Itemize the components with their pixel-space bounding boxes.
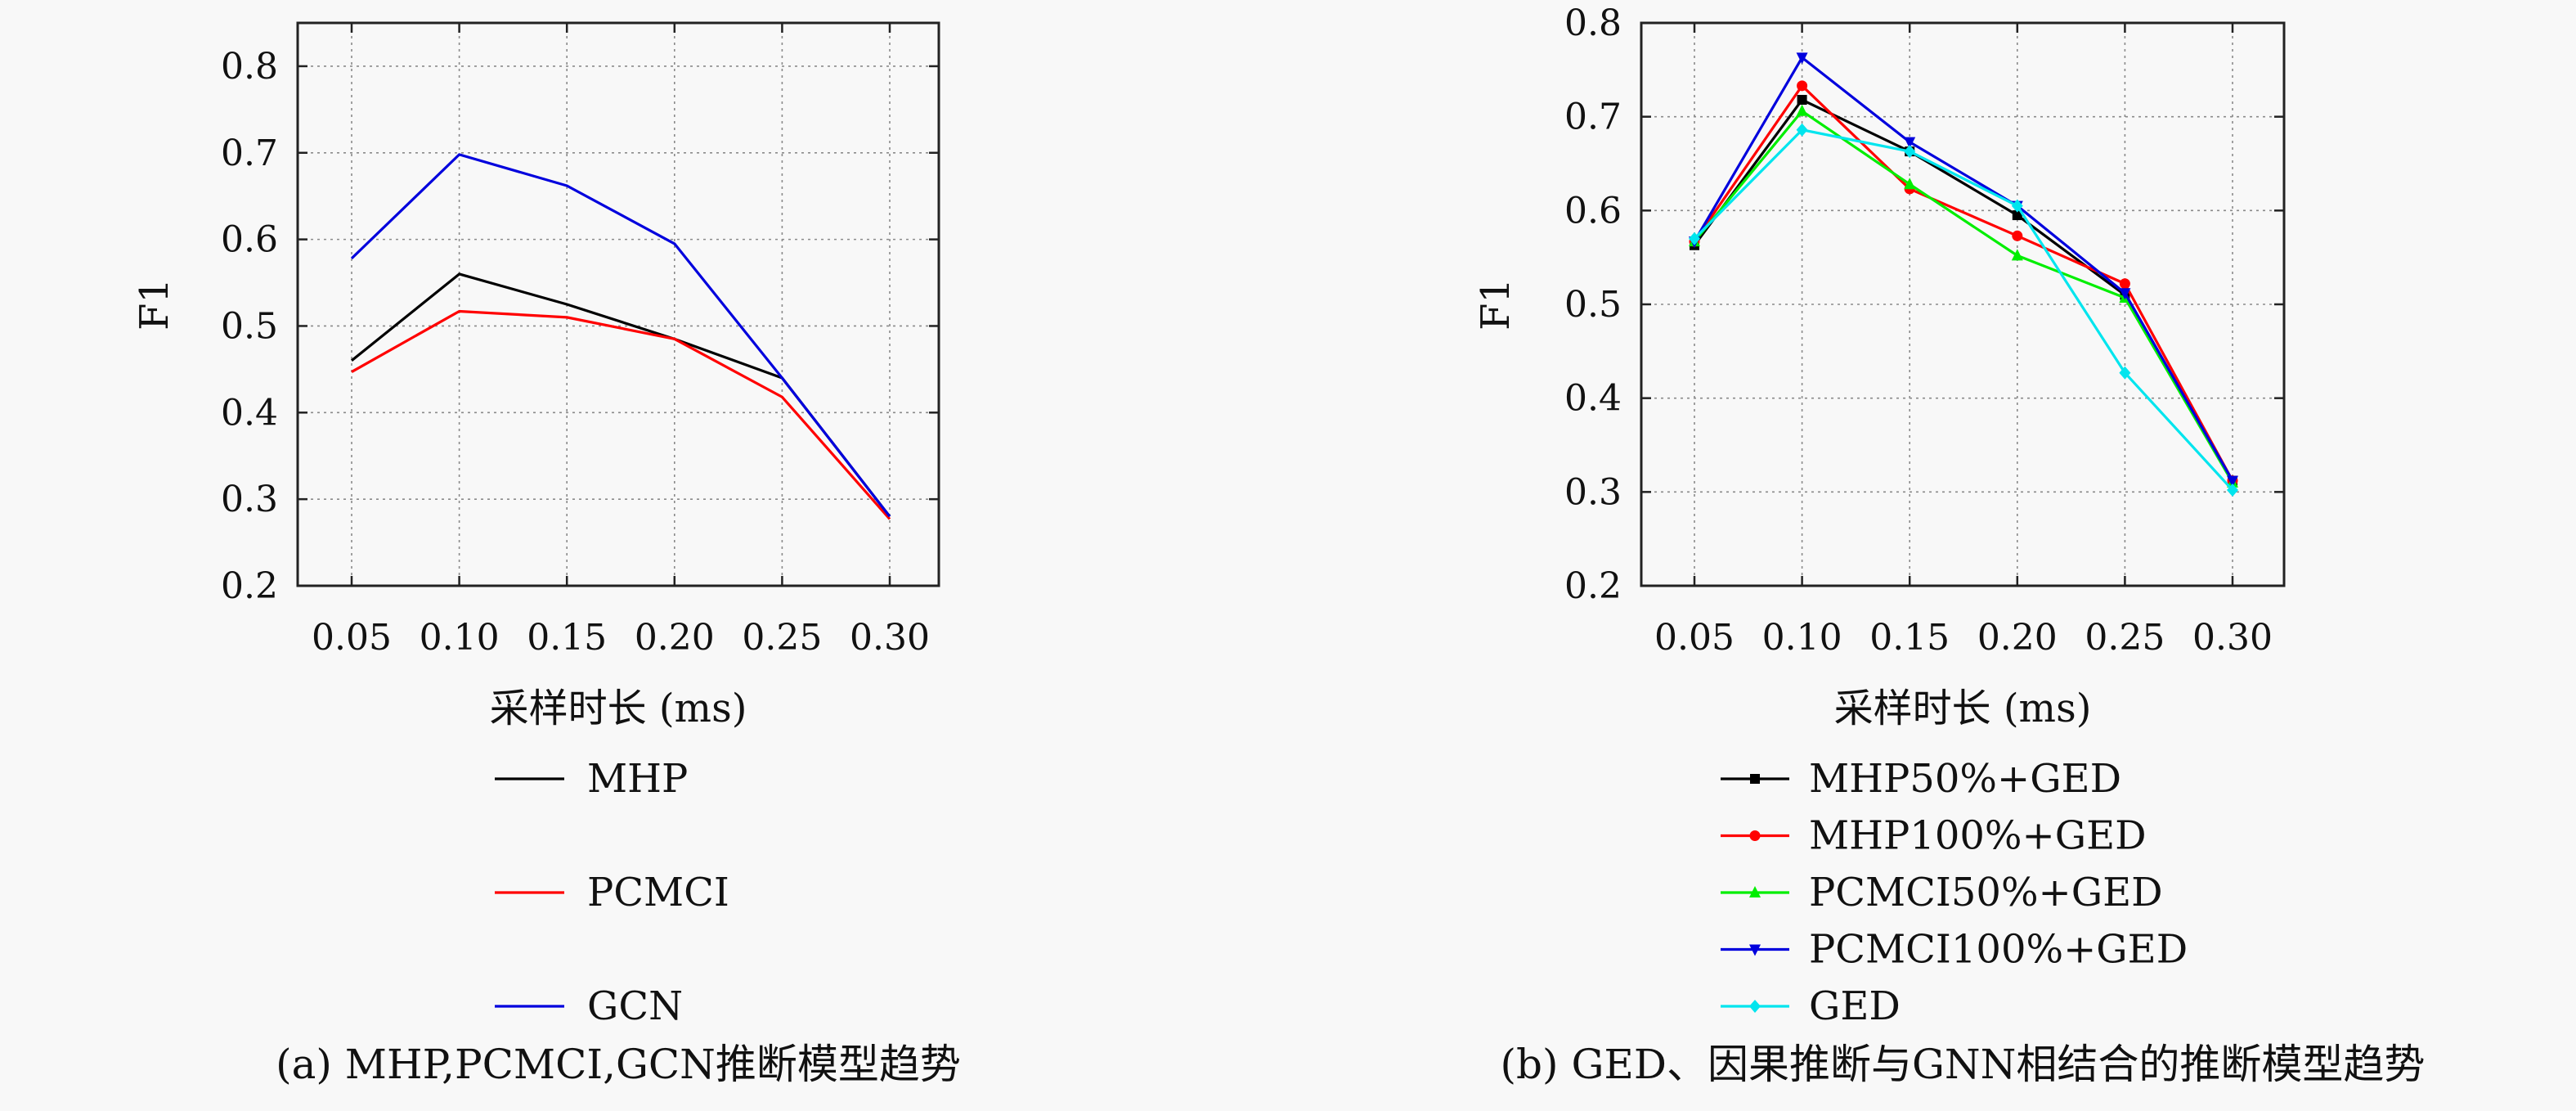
legend-label: PCMCI — [587, 870, 729, 915]
data-point — [2119, 366, 2131, 380]
data-point — [1689, 232, 1700, 245]
data-point — [2227, 484, 2238, 497]
series-MHP50%+GED — [1690, 95, 2237, 486]
legend-marker — [1749, 830, 1761, 841]
series-MHP — [350, 272, 891, 518]
data-point — [2119, 278, 2130, 290]
x-axis-label: 采样时长 (ms) — [1834, 686, 2092, 731]
series-line — [351, 309, 891, 520]
y-tick-label: 0.7 — [221, 133, 278, 174]
data-point — [2119, 288, 2131, 300]
series-line — [1693, 84, 2234, 482]
data-point — [1904, 178, 1916, 190]
y-tick-label: 0.6 — [1564, 190, 1622, 232]
data-point — [1796, 123, 1808, 137]
y-tick-label: 0.5 — [221, 305, 278, 347]
plot-frame — [296, 21, 940, 587]
legend-entry: GED — [1721, 983, 1901, 1029]
y-tick-label: 0.8 — [221, 46, 278, 88]
legend-entry: GCN — [495, 983, 683, 1029]
x-axis-label: 采样时长 (ms) — [490, 686, 747, 731]
y-tick-label: 0.7 — [1564, 97, 1622, 138]
legend-label: PCMCI100%+GED — [1809, 927, 2188, 973]
legend-entry: MHP100%+GED — [1721, 813, 2147, 859]
legend-entry: MHP — [495, 756, 688, 802]
legend-marker — [1749, 944, 1761, 956]
legend-entry: PCMCI100%+GED — [1721, 927, 2188, 973]
series-PCMCI100%+GED — [1689, 52, 2238, 488]
y-tick-label: 0.3 — [221, 479, 278, 520]
legend-label: PCMCI50%+GED — [1809, 870, 2163, 915]
x-tick-label: 0.20 — [1977, 617, 2058, 659]
legend-label: MHP — [587, 756, 688, 802]
data-point — [1797, 80, 1808, 92]
y-tick-label: 0.8 — [1564, 2, 1622, 44]
data-point — [1904, 145, 1916, 159]
y-tick-label: 0.5 — [1564, 284, 1622, 326]
data-point — [1904, 137, 1916, 149]
legend-marker — [1749, 1000, 1761, 1013]
legend-label: GED — [1809, 983, 1901, 1029]
series-line — [350, 153, 891, 518]
legend-marker — [1750, 774, 1760, 784]
data-point — [1796, 104, 1808, 116]
series-GED — [1689, 123, 2238, 497]
legend-label: MHP100%+GED — [1809, 813, 2147, 859]
figure-caption: (b) GED、因果推断与GNN相结合的推断模型趋势 — [1501, 1041, 2426, 1088]
legend-label: MHP50%+GED — [1809, 756, 2121, 802]
x-tick-label: 0.10 — [1762, 617, 1842, 659]
x-tick-label: 0.30 — [2192, 617, 2273, 659]
data-point — [2011, 249, 2023, 261]
x-tick-label: 0.25 — [2085, 617, 2165, 659]
series-line — [1693, 128, 2234, 492]
series-line — [1693, 56, 2234, 482]
y-tick-label: 0.4 — [221, 392, 278, 434]
series-line — [350, 272, 891, 518]
x-tick-label: 0.30 — [850, 617, 930, 659]
series-PCMCI50%+GED — [1689, 104, 2238, 488]
data-point — [2012, 230, 2023, 241]
data-point — [1796, 52, 1808, 65]
x-tick-label: 0.10 — [420, 617, 500, 659]
y-axis-label: F1 — [1473, 278, 1519, 331]
x-tick-label: 0.05 — [312, 617, 392, 659]
data-point — [2227, 475, 2238, 488]
data-point — [2012, 210, 2022, 221]
figure-caption: (a) MHP,PCMCI,GCN推断模型趋势 — [276, 1041, 961, 1088]
legend-entry: PCMCI50%+GED — [1721, 870, 2163, 915]
legend-label: GCN — [587, 983, 683, 1029]
x-tick-label: 0.15 — [527, 617, 607, 659]
y-tick-label: 0.4 — [1564, 378, 1622, 420]
x-tick-label: 0.25 — [742, 617, 822, 659]
chart-panel-1: 0.05 0.10 0.15 0.20 0.25 0.30 0.2 0.3 0.4 0.5 0.6 0… — [132, 21, 961, 1088]
legend-entry: MHP50%+GED — [1721, 756, 2121, 802]
x-tick-label: 0.15 — [1869, 617, 1950, 659]
y-tick-label: 0.3 — [1564, 471, 1622, 513]
y-tick-label: 0.6 — [221, 219, 278, 261]
x-tick-label: 0.05 — [1654, 617, 1735, 659]
y-tick-label: 0.2 — [1564, 565, 1622, 607]
data-point — [2011, 199, 2023, 213]
series-PCMCI — [351, 309, 891, 520]
legend-entry: PCMCI — [495, 870, 729, 915]
chart-panel-2: 0.05 0.10 0.15 0.20 0.25 0.30 0.2 0.3 0.4 0.5 0.6 0… — [1473, 2, 2425, 1088]
series-line — [1693, 110, 2234, 484]
x-tick-label: 0.20 — [635, 617, 715, 659]
series-GCN — [350, 153, 891, 518]
legend-marker — [1749, 886, 1761, 897]
y-tick-label: 0.2 — [221, 565, 278, 607]
data-point — [1797, 95, 1807, 106]
y-axis-label: F1 — [132, 278, 177, 331]
